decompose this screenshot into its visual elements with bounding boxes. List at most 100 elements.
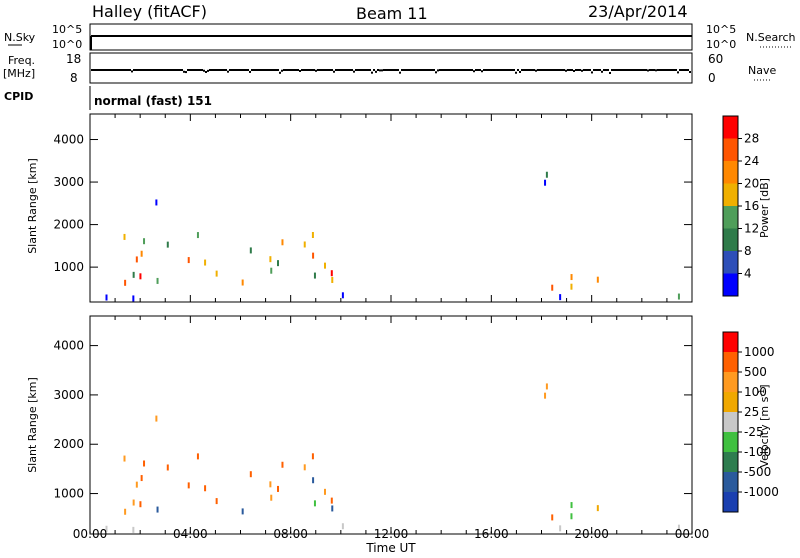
power-colorbar-swatch xyxy=(723,228,738,251)
velocity-colorbar-swatch xyxy=(723,412,738,432)
freq-point xyxy=(579,69,581,71)
freq-point xyxy=(173,69,175,71)
freq-point xyxy=(93,69,95,71)
velocity-colorbar-swatch xyxy=(723,432,738,452)
freq-strip: Freq. [MHz] 18 8 60 0 Nave xyxy=(3,52,776,85)
freq-point xyxy=(619,69,621,71)
freq-point xyxy=(335,69,337,71)
freq-point xyxy=(661,69,663,71)
power-cell xyxy=(124,279,127,286)
freq-point xyxy=(347,69,349,71)
freq-point xyxy=(533,69,535,71)
freq-point xyxy=(295,69,297,71)
velocity-cell xyxy=(323,488,326,495)
freq-point xyxy=(391,69,393,71)
freq-point xyxy=(413,69,415,71)
power-cell xyxy=(269,256,272,263)
freq-point xyxy=(97,69,99,71)
freq-point xyxy=(445,69,447,71)
freq-point xyxy=(109,69,111,71)
freq-point xyxy=(675,69,677,71)
power-cell xyxy=(331,276,334,283)
power-cell xyxy=(139,273,142,280)
freq-point xyxy=(627,69,629,71)
freq-point xyxy=(117,69,119,71)
freq-point xyxy=(587,69,589,71)
x-axis-label: Time UT xyxy=(365,541,416,554)
y-tick-label: 2000 xyxy=(53,218,84,232)
freq-point xyxy=(343,69,345,71)
freq-point xyxy=(567,69,569,71)
velocity-colorbar-tick-label: -100 xyxy=(744,445,771,459)
freq-point xyxy=(657,69,659,71)
freq-point xyxy=(645,69,647,71)
freq-point xyxy=(497,69,499,71)
freq-point xyxy=(621,69,623,71)
freq-point xyxy=(689,71,691,74)
velocity-colorbar-frame xyxy=(722,331,739,513)
freq-point xyxy=(393,69,395,71)
velocity-cell xyxy=(132,526,135,533)
freq-point xyxy=(543,69,545,71)
nsky-strip: N.Sky 10^5 10^0 10^5 10^0 N.Search xyxy=(4,23,796,51)
freq-point xyxy=(605,69,607,71)
power-colorbar-swatch xyxy=(723,251,738,274)
freq-point xyxy=(305,69,307,71)
freq-point xyxy=(603,69,605,71)
freq-point xyxy=(447,69,449,71)
velocity-colorbar-swatch xyxy=(723,372,738,392)
freq-point xyxy=(519,70,521,73)
freq-point xyxy=(265,69,267,71)
freq-point xyxy=(245,69,247,71)
power-cell xyxy=(241,279,244,286)
freq-point xyxy=(327,69,329,71)
freq-point xyxy=(511,69,513,71)
freq-point xyxy=(239,69,241,71)
power-cell xyxy=(303,241,306,248)
freq-point xyxy=(175,69,177,71)
velocity-cell xyxy=(277,485,280,492)
velocity-cell xyxy=(241,508,244,515)
freq-point xyxy=(607,69,609,71)
freq-point xyxy=(359,69,361,71)
freq-point xyxy=(481,70,483,73)
freq-point xyxy=(569,69,571,71)
freq-point xyxy=(367,69,369,71)
freq-point xyxy=(537,69,539,71)
freq-point xyxy=(297,69,299,71)
freq-point xyxy=(299,69,301,72)
x-tick-label: 00:00 xyxy=(73,527,108,541)
freq-point xyxy=(683,69,685,71)
freq-point xyxy=(271,69,273,71)
freq-point xyxy=(251,69,253,71)
freq-point xyxy=(249,70,251,73)
freq-point xyxy=(119,69,121,71)
velocity-cell xyxy=(124,508,127,515)
freq-point xyxy=(153,69,155,71)
velocity-cell xyxy=(105,525,108,532)
freq-point xyxy=(475,69,477,71)
freq-point xyxy=(331,69,333,71)
freq-point xyxy=(177,69,179,71)
freq-point xyxy=(473,70,475,73)
freq-point xyxy=(625,69,627,71)
freq-point xyxy=(665,69,667,71)
y-tick-label: 4000 xyxy=(53,133,84,147)
freq-point xyxy=(369,69,371,71)
x-tick-label: 20:00 xyxy=(574,527,609,541)
power-cell xyxy=(156,277,159,284)
power-cbar-label: Power [dB] xyxy=(758,178,771,238)
y-tick-label: 1000 xyxy=(53,487,84,501)
nsearch-tick-top: 10^5 xyxy=(706,23,736,36)
velocity-colorbar-swatch xyxy=(723,392,738,412)
freq-point xyxy=(241,69,243,71)
freq-point xyxy=(609,71,611,74)
velocity-colorbar-swatch xyxy=(723,352,738,372)
freq-point xyxy=(651,69,653,71)
freq-point xyxy=(227,70,229,73)
power-cell xyxy=(341,292,344,299)
power-colorbar-tick-label: 12 xyxy=(744,222,759,236)
freq-point xyxy=(633,69,635,71)
freq-point xyxy=(301,69,303,71)
freq-point xyxy=(599,69,601,71)
